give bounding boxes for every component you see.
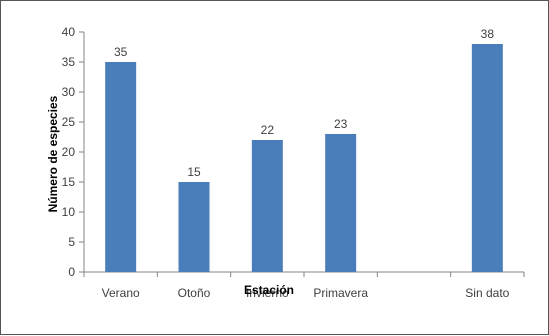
y-tick-label: 10: [62, 205, 76, 219]
data-label: 38: [481, 27, 495, 41]
x-axis-title: Estación: [244, 283, 294, 297]
x-tick-label: Sin dato: [465, 286, 509, 300]
y-tick-label: 5: [68, 235, 75, 249]
data-label: 15: [187, 165, 201, 179]
x-tick-label: Verano: [102, 286, 140, 300]
bar: [251, 140, 283, 272]
bar: [178, 182, 210, 272]
y-tick-label: 25: [62, 115, 76, 129]
bar: [105, 62, 137, 272]
bar: [325, 134, 357, 272]
y-tick-label: 20: [62, 145, 76, 159]
data-label: 35: [114, 45, 128, 59]
y-tick-label: 15: [62, 175, 76, 189]
data-label: 22: [261, 123, 275, 137]
x-tick-label: Invierno: [246, 286, 289, 300]
y-axis-title: Número de especies: [46, 95, 60, 212]
x-tick-label: Otoño: [178, 286, 211, 300]
y-tick-label: 40: [62, 25, 76, 39]
x-tick-label: Primavera: [313, 286, 368, 300]
y-tick-label: 35: [62, 55, 76, 69]
y-tick-label: 0: [68, 265, 75, 279]
bar: [471, 44, 503, 272]
y-tick-label: 30: [62, 85, 76, 99]
data-label: 23: [334, 117, 348, 131]
